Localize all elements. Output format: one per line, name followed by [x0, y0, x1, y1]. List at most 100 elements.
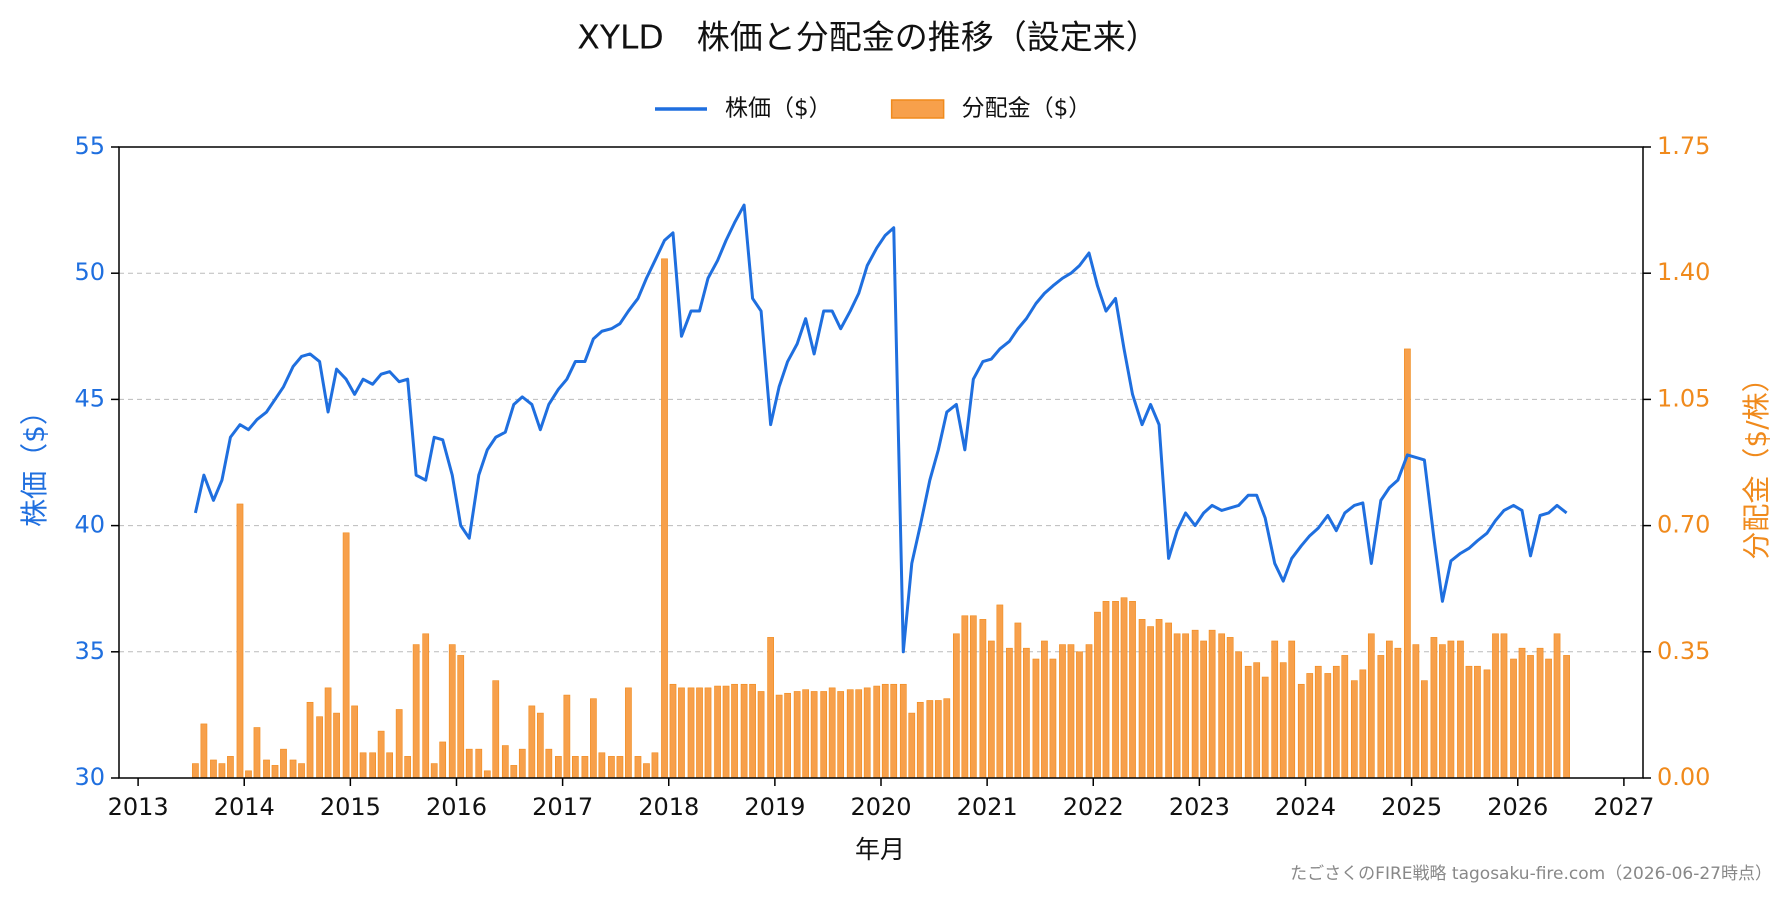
bar: [1500, 633, 1508, 779]
bar: [916, 701, 924, 779]
bar: [687, 687, 695, 779]
y-tick-label: 55: [74, 132, 105, 160]
bar: [1341, 655, 1349, 779]
bar: [899, 683, 907, 779]
bar: [1492, 633, 1499, 779]
bar: [969, 615, 977, 779]
bar: [996, 604, 1004, 779]
y2-tick-label: 1.05: [1657, 384, 1710, 412]
bar: [1200, 640, 1207, 779]
y-tick-label: 40: [74, 511, 105, 539]
bar: [271, 765, 279, 779]
x-tick-label: 2027: [1593, 793, 1654, 821]
bar: [1076, 651, 1083, 779]
bar: [483, 770, 491, 779]
bar: [1032, 658, 1040, 779]
bar: [1545, 658, 1552, 779]
bar: [306, 701, 314, 779]
bar: [298, 763, 305, 779]
y-axis-label: 株価（$）: [18, 397, 51, 527]
bar: [608, 756, 615, 779]
bar: [1297, 683, 1305, 779]
bar: [1465, 665, 1473, 779]
bar: [571, 756, 579, 779]
bar: [784, 692, 791, 779]
bar: [1059, 644, 1066, 779]
x-tick-label: 2013: [108, 793, 169, 821]
bar: [1147, 626, 1154, 779]
bar: [359, 752, 367, 779]
bar: [245, 770, 252, 779]
bar: [722, 685, 730, 779]
bar: [1359, 669, 1367, 779]
bar: [926, 700, 934, 779]
bar: [528, 705, 536, 779]
bar: [740, 683, 748, 779]
bar: [669, 683, 677, 779]
bar: [678, 687, 685, 779]
bar: [501, 745, 509, 779]
y2-axis-label: 分配金（$/株）: [1740, 364, 1773, 559]
bar: [590, 698, 597, 779]
x-tick-label: 2024: [1275, 793, 1336, 821]
bar: [828, 687, 836, 779]
bar: [767, 637, 774, 779]
bar: [1085, 644, 1093, 779]
bar: [1173, 633, 1181, 779]
bar: [863, 687, 871, 779]
bar: [802, 689, 810, 779]
bar: [316, 716, 323, 779]
bar: [342, 532, 350, 779]
bar: [1553, 633, 1561, 779]
bar: [210, 759, 217, 779]
bar: [1288, 640, 1296, 779]
bar: [1350, 680, 1358, 779]
bar: [263, 759, 270, 779]
bar: [1332, 665, 1340, 779]
bar: [979, 619, 987, 779]
bar: [1218, 633, 1226, 779]
y2-tick-label: 0.70: [1657, 511, 1710, 539]
bar: [395, 709, 403, 779]
bar: [1421, 680, 1428, 779]
y-tick-label: 45: [74, 384, 105, 412]
bar: [465, 748, 473, 779]
bar: [1474, 665, 1481, 779]
bar: [518, 748, 526, 779]
y2-tick-label: 1.40: [1657, 258, 1710, 286]
bar: [1120, 597, 1128, 779]
footer: たごさくのFIRE戦略 tagosaku-fire.com（2026-06-27…: [1290, 864, 1772, 884]
bar: [1165, 622, 1172, 779]
y-tick-label: 30: [74, 763, 105, 791]
bar: [1041, 640, 1048, 779]
bar: [749, 683, 756, 779]
x-tick-label: 2020: [850, 793, 911, 821]
bar: [1067, 644, 1075, 779]
bar: [1129, 601, 1136, 779]
x-tick-label: 2026: [1487, 793, 1548, 821]
bar: [643, 763, 650, 779]
bar: [890, 683, 898, 779]
y-tick-label: 35: [74, 637, 105, 665]
bar: [943, 698, 951, 779]
bar: [873, 685, 881, 779]
bar: [1049, 658, 1057, 779]
bar: [1563, 655, 1570, 779]
bar: [1112, 601, 1119, 779]
bar: [475, 748, 483, 779]
price-line: [193, 203, 1568, 654]
bar: [1404, 348, 1411, 779]
x-tick-label: 2019: [744, 793, 805, 821]
bar: [351, 705, 358, 779]
bar: [1394, 647, 1402, 779]
bar: [218, 763, 226, 779]
bar: [430, 763, 438, 779]
bar: [1235, 651, 1243, 779]
bar: [536, 712, 544, 779]
bar: [1244, 665, 1252, 779]
bar: [704, 687, 712, 779]
x-tick-label: 2017: [532, 793, 593, 821]
bar: [855, 689, 863, 779]
bar: [846, 689, 854, 779]
x-axis-label: 年月: [855, 835, 905, 864]
